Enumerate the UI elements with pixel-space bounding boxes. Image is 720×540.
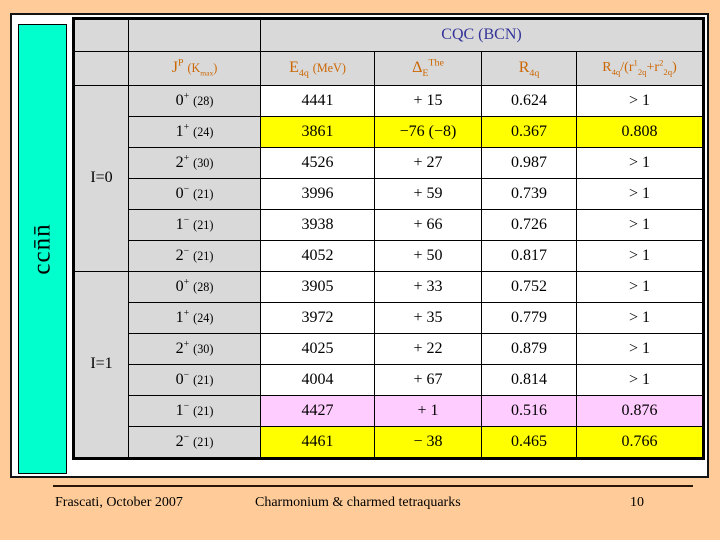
jp-cell: 2− (21) (128, 426, 261, 459)
ratio-cell: 0.876 (575, 395, 705, 427)
col-header-e4q: E4q (MeV) (260, 51, 375, 86)
jp-cell: 1− (21) (128, 395, 261, 427)
ratio-cell: > 1 (575, 209, 705, 241)
ratio-cell: 0.808 (575, 116, 705, 148)
table-header-row: JP (Kmax) E4q (MeV) ΔEThe R4q R4q/(r12q+… (73, 51, 705, 86)
r4q-cell: 0.516 (481, 395, 577, 427)
r4q-cell: 0.752 (481, 271, 577, 303)
footer-title: Charmonium & charmed tetraquarks (255, 495, 461, 510)
jp-cell: 0+ (28) (128, 271, 261, 303)
table-row: 1+ (24) 3861 −76 (−8) 0.367 0.808 (74, 116, 705, 148)
spacer-cell (73, 18, 129, 52)
e4q-cell: 4461 (260, 426, 375, 459)
e4q-cell: 4025 (260, 333, 375, 365)
e4q-cell: 3861 (260, 116, 375, 148)
table-row: 2+ (30) 4526 + 27 0.987 > 1 (74, 147, 705, 179)
e4q-cell: 4441 (260, 85, 375, 117)
delta-cell: + 50 (374, 240, 482, 272)
e4q-cell: 3938 (260, 209, 375, 241)
ratio-cell: > 1 (575, 302, 705, 334)
jp-cell: 0+ (28) (128, 85, 261, 117)
delta-cell: + 35 (374, 302, 482, 334)
ratio-cell: > 1 (575, 85, 705, 117)
jp-cell: 0− (21) (128, 178, 261, 210)
ratio-cell: > 1 (575, 333, 705, 365)
r4q-cell: 0.726 (481, 209, 577, 241)
r4q-cell: 0.465 (481, 426, 577, 459)
e4q-cell: 3972 (260, 302, 375, 334)
cqc-table: CQC (BCN) JP (Kmax) E4q (MeV) ΔEThe R4q … (72, 17, 706, 460)
e4q-cell: 4004 (260, 364, 375, 396)
table-row: 0− (21) 4004 + 67 0.814 > 1 (74, 364, 705, 396)
sidebar-label: ccn̄n̄ (28, 223, 56, 275)
r4q-cell: 0.739 (481, 178, 577, 210)
group-label-i1: I=1 (73, 271, 129, 459)
footer-page-number: 10 (630, 495, 644, 510)
e4q-cell: 4526 (260, 147, 375, 179)
col-header-ratio: R4q/(r12q+r22q) (575, 51, 705, 86)
e4q-cell: 3905 (260, 271, 375, 303)
r4q-cell: 0.817 (481, 240, 577, 272)
table-title-row: CQC (BCN) (73, 18, 705, 52)
r4q-cell: 0.814 (481, 364, 577, 396)
table-row: 1− (21) 4427 + 1 0.516 0.876 (74, 395, 705, 427)
r4q-cell: 0.367 (481, 116, 577, 148)
table-row: 1− (21) 3938 + 66 0.726 > 1 (74, 209, 705, 241)
jp-cell: 2− (21) (128, 240, 261, 272)
table-row: I=1 0+ (28) 3905 + 33 0.752 > 1 (73, 271, 705, 459)
ratio-cell: > 1 (575, 240, 705, 272)
table-row: 1+ (24) 3972 + 35 0.779 > 1 (74, 302, 705, 334)
jp-cell: 1+ (24) (128, 116, 261, 148)
delta-cell: + 15 (374, 85, 482, 117)
col-header-r4q: R4q (481, 51, 577, 86)
ratio-cell: > 1 (575, 271, 705, 303)
ratio-cell: > 1 (575, 178, 705, 210)
footer-divider (53, 485, 693, 487)
sidebar-bar: ccn̄n̄ (18, 24, 67, 474)
delta-cell: + 33 (374, 271, 482, 303)
delta-cell: + 1 (374, 395, 482, 427)
delta-cell: −76 (−8) (374, 116, 482, 148)
col-header-jp: JP (Kmax) (128, 51, 261, 86)
col-header-delta: ΔEThe (374, 51, 482, 86)
footer-location-date: Frascati, October 2007 (55, 495, 183, 510)
e4q-cell: 4052 (260, 240, 375, 272)
jp-cell: 2+ (30) (128, 147, 261, 179)
delta-cell: + 27 (374, 147, 482, 179)
delta-cell: + 22 (374, 333, 482, 365)
ratio-cell: 0.766 (575, 426, 705, 459)
spacer-cell (73, 51, 129, 86)
table-row: 2− (21) 4461 − 38 0.465 0.766 (74, 426, 705, 459)
table-row: 2+ (30) 4025 + 22 0.879 > 1 (74, 333, 705, 365)
group-label-i0: I=0 (73, 85, 129, 272)
jp-cell: 2+ (30) (128, 333, 261, 365)
jp-cell: 0− (21) (128, 364, 261, 396)
ratio-cell: > 1 (575, 147, 705, 179)
e4q-cell: 3996 (260, 178, 375, 210)
table-title: CQC (BCN) (259, 18, 705, 52)
ratio-cell: > 1 (575, 364, 705, 396)
jp-cell: 1+ (24) (128, 302, 261, 334)
table-row: 0− (21) 3996 + 59 0.739 > 1 (74, 178, 705, 210)
table-row: 2− (21) 4052 + 50 0.817 > 1 (74, 240, 705, 272)
r4q-cell: 0.879 (481, 333, 577, 365)
delta-cell: + 59 (374, 178, 482, 210)
spacer-cell (128, 18, 261, 52)
delta-cell: + 66 (374, 209, 482, 241)
r4q-cell: 0.779 (481, 302, 577, 334)
jp-cell: 1− (21) (128, 209, 261, 241)
e4q-cell: 4427 (260, 395, 375, 427)
r4q-cell: 0.987 (481, 147, 577, 179)
r4q-cell: 0.624 (481, 85, 577, 117)
delta-cell: − 38 (374, 426, 482, 459)
delta-cell: + 67 (374, 364, 482, 396)
table-row: I=0 0+ (28) 4441 + 15 0.624 > 1 (73, 85, 705, 272)
